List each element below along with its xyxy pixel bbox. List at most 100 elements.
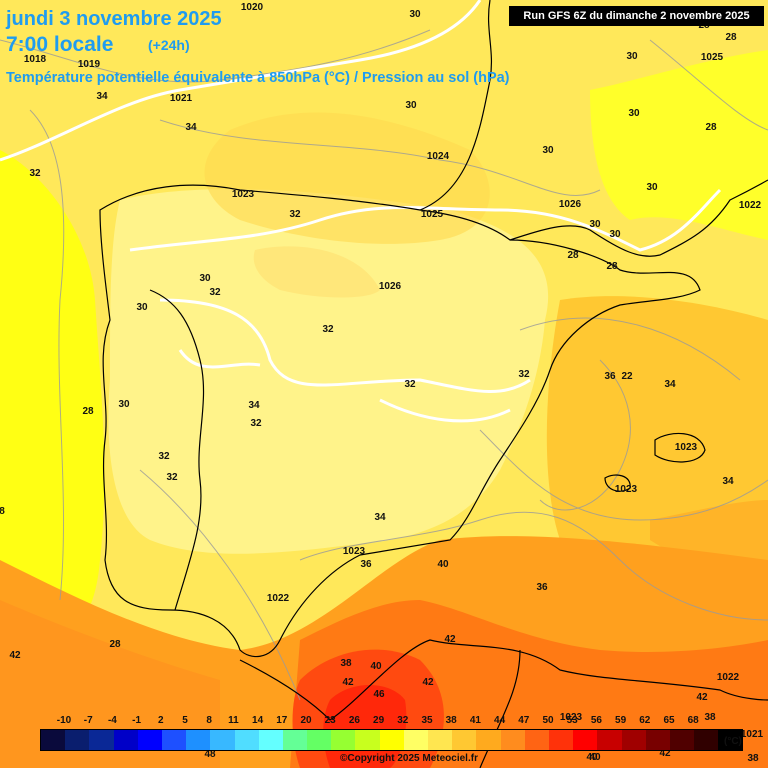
copyright: ©Copyright 2025 Meteociel.fr (340, 753, 478, 764)
map-value-label: 46 (373, 689, 385, 700)
map-value-label: 1020 (241, 2, 264, 13)
map-value-label: 38 (747, 753, 759, 764)
map-value-label: 32 (209, 287, 221, 298)
map-value-label: 30 (628, 108, 640, 119)
legend-tick-label: 56 (590, 715, 602, 726)
map-value-label: 1022 (267, 593, 290, 604)
legend-swatch (500, 730, 525, 750)
legend-swatch (476, 730, 501, 750)
map-value-label: 1023 (343, 546, 366, 557)
legend-tick-label: 8 (206, 715, 212, 726)
map-value-label: 30 (136, 302, 148, 313)
map-value-label: 8 (0, 506, 5, 517)
legend-tick-label: 26 (348, 715, 360, 726)
map-value-label: 1022 (739, 200, 762, 211)
legend-swatch (694, 730, 719, 750)
legend-tick-label: 44 (494, 715, 506, 726)
legend-swatch (718, 730, 743, 750)
map-value-label: 1022 (717, 672, 740, 683)
map-value-label: 32 (166, 472, 178, 483)
legend-swatch (258, 730, 283, 750)
map-value-label: 30 (199, 273, 211, 284)
map-title-date: jundi 3 novembre 2025 (6, 8, 222, 30)
map-value-label: 34 (664, 379, 676, 390)
map-value-label: 42 (696, 692, 708, 703)
legend-swatch (113, 730, 138, 750)
legend-swatch (403, 730, 428, 750)
legend-tick-label: 59 (615, 715, 627, 726)
map-value-label: 28 (109, 639, 121, 650)
map-value-label: 48 (204, 749, 216, 760)
map-value-label: 1023 (232, 189, 255, 200)
map-value-label: 28 (606, 261, 618, 272)
map-value-label: 1023 (675, 442, 698, 453)
legend-swatch (452, 730, 477, 750)
map-value-label: 1018 (24, 54, 47, 65)
legend-tick-label: 29 (373, 715, 385, 726)
legend-tick-label: 5 (182, 715, 188, 726)
legend-swatch (548, 730, 574, 750)
map-value-label: 34 (248, 400, 260, 411)
map-value-label: 42 (342, 677, 354, 688)
legend-tick-label: 32 (397, 715, 409, 726)
map-value-label: 22 (621, 371, 633, 382)
map-value-label: 34 (96, 91, 108, 102)
legend-tick-label: 35 (421, 715, 433, 726)
legend-tick-label: 50 (542, 715, 554, 726)
map-value-label: 36 (360, 559, 372, 570)
map-value-label: 32 (29, 168, 41, 179)
legend-swatch (524, 730, 549, 750)
map-value-label: 30 (409, 9, 421, 20)
legend-swatch (669, 730, 695, 750)
map-value-label: 32 (289, 209, 301, 220)
legend-swatch (331, 730, 356, 750)
legend-tick-label: 53 (566, 715, 578, 726)
legend-swatch (41, 730, 66, 750)
map-value-label: 36 (604, 371, 616, 382)
legend-tick-label: -7 (83, 715, 93, 726)
map-value-label: 40 (586, 752, 598, 763)
map-value-label: 1026 (379, 281, 402, 292)
legend-tick-label: -4 (107, 715, 117, 726)
legend-swatch (282, 730, 308, 750)
map-value-label: 30 (542, 145, 554, 156)
map-value-label: 30 (589, 219, 601, 230)
map-value-label: 40 (370, 661, 382, 672)
legend-tick-label: 14 (252, 715, 264, 726)
map-value-label: 34 (185, 122, 197, 133)
legend-tick-label: 2 (158, 715, 164, 726)
legend-swatch (621, 730, 646, 750)
legend-tick-label: 20 (300, 715, 312, 726)
map-value-label: 40 (589, 752, 601, 763)
map-value-label: 42 (659, 748, 671, 759)
map-value-label: 1025 (421, 209, 444, 220)
map-value-label: 28 (82, 406, 94, 417)
legend-swatch (65, 730, 90, 750)
map-value-label: 36 (536, 582, 548, 593)
map-title-time: 7:00 locale (6, 33, 114, 56)
legend-tick-label: 23 (324, 715, 336, 726)
legend-tick-label: 38 (445, 715, 457, 726)
legend-tick-label: 11 (228, 715, 239, 726)
map-value-label: 30 (118, 399, 130, 410)
map-value-label: 30 (626, 51, 638, 62)
map-value-label: 30 (609, 229, 621, 240)
legend-swatch (210, 730, 235, 750)
map-value-label: 32 (404, 379, 416, 390)
legend-swatch (645, 730, 670, 750)
legend-swatch (307, 730, 332, 750)
legend-tick-label: 17 (276, 715, 288, 726)
map-value-label: 1024 (427, 151, 450, 162)
legend-tick-label: -10 (56, 715, 72, 726)
map-value-label: 42 (9, 650, 21, 661)
legend-swatch (355, 730, 380, 750)
map-value-label: 38 (704, 712, 716, 723)
legend-tick-label: -1 (132, 715, 142, 726)
map-value-label: 32 (158, 451, 170, 462)
map-subtitle: Température potentielle équivalente à 85… (6, 70, 510, 86)
legend-swatch (161, 730, 187, 750)
map-value-label: 1025 (701, 52, 724, 63)
map-value-label: 38 (340, 658, 352, 669)
